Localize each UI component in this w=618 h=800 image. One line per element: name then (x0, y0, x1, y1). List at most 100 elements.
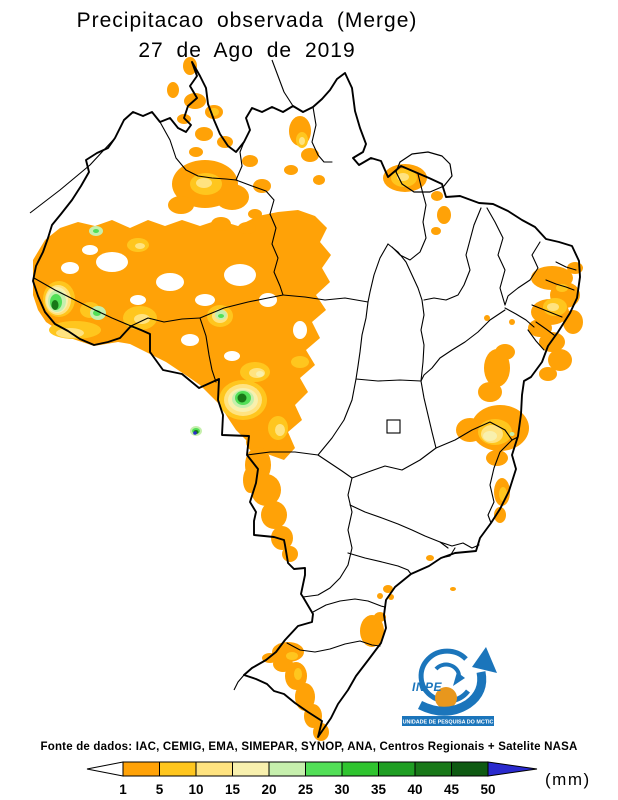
precip-region-1-5mm (313, 175, 325, 185)
legend-underflow-arrow (86, 761, 124, 777)
state-border-line (355, 243, 389, 380)
state-border-line (286, 640, 381, 653)
precip-dry-gap (61, 262, 79, 274)
state-border-line (246, 451, 319, 456)
precip-region-1-5mm (261, 501, 287, 529)
precip-region-1-5mm (484, 315, 490, 321)
precip-dry-gap (259, 293, 277, 307)
state-border-line (130, 317, 201, 327)
precip-dry-gap (181, 334, 199, 346)
state-border-line (504, 279, 531, 306)
precip-region-40-45mm (237, 393, 247, 403)
neighbor-border-line (271, 59, 294, 107)
legend-tick-label: 1 (119, 782, 127, 797)
state-border-line (33, 277, 132, 327)
precip-region-15-20mm (256, 371, 264, 377)
precip-region-1-5mm (167, 82, 179, 98)
precip-region-1-5mm (238, 222, 256, 234)
precip-region-1-5mm (383, 585, 393, 593)
precip-region-5-10mm (286, 652, 298, 660)
state-border-line (435, 421, 513, 449)
legend-color-segment (195, 761, 233, 777)
legend-tick-label: 35 (371, 782, 387, 797)
logo-swirl-arrowhead (453, 672, 465, 686)
precip-region-10-15mm (547, 303, 559, 311)
legend-color-segment (414, 761, 452, 777)
precip-region-1-5mm (211, 217, 231, 231)
precip-region-1-5mm (248, 209, 262, 219)
state-border-line (282, 294, 369, 303)
state-border-line (387, 243, 425, 382)
legend-color-segment (268, 761, 306, 777)
neighbor-border-line (233, 674, 245, 691)
logo-banner-text: UNIDADE DE PESQUISA DO MCTIC (403, 720, 494, 726)
legend-color-segment (341, 761, 379, 777)
precip-region-1-5mm (360, 615, 384, 647)
legend-tick-label: 10 (188, 782, 203, 797)
neighbor-border-line (29, 137, 116, 214)
state-border-line (391, 173, 427, 261)
brazil-precipitation-map (29, 57, 583, 741)
state-border-line (235, 179, 284, 296)
state-border-line (535, 321, 555, 336)
legend-tick-label: 40 (407, 782, 422, 797)
precipitation-shading (33, 57, 583, 741)
precip-region-10-15mm (275, 424, 285, 436)
precip-region-1-5mm (426, 555, 434, 561)
precip-region-1-5mm (195, 127, 213, 141)
brazil-outline (32, 61, 581, 738)
precip-region-1-5mm (243, 467, 257, 493)
precip-region-1-5mm (509, 319, 515, 325)
precip-region-1-5mm (431, 191, 443, 201)
inpe-logo: INPE UNIDADE DE PESQUISA DO MCTIC (396, 645, 508, 730)
precip-region-over-50mm (193, 431, 197, 435)
marajo-island-outline (395, 151, 453, 193)
legend-color-segment (159, 761, 197, 777)
precip-region-1-5mm (437, 206, 451, 224)
state-border-line (199, 317, 217, 383)
precip-region-15-20mm (483, 431, 497, 441)
title-line-2: 27 de Ago de 2019 (138, 39, 356, 62)
state-border-line (423, 207, 482, 301)
precip-region-1-5mm (539, 367, 557, 381)
legend-tick-label: 15 (225, 782, 241, 797)
legend-tick-label: 45 (444, 782, 460, 797)
precip-region-1-5mm (377, 593, 383, 599)
precip-region-5-10mm (291, 356, 309, 368)
state-border-line (487, 439, 513, 524)
legend-color-segment (232, 761, 270, 777)
precip-region-5-10mm (556, 284, 568, 292)
legend-color-segment (378, 761, 416, 777)
precip-region-1-5mm (295, 683, 315, 711)
precip-region-1-5mm (548, 349, 572, 371)
precip-region-10-15mm (134, 314, 150, 324)
precip-dry-gap (195, 294, 215, 306)
precip-region-1-5mm (563, 310, 583, 334)
legend-tick-label: 30 (334, 782, 349, 797)
precip-dry-gap (96, 252, 128, 272)
state-border-line (486, 207, 506, 306)
precip-region-1-5mm (495, 344, 515, 360)
inpe-logo-graphic: INPE UNIDADE DE PESQUISA DO MCTIC (402, 647, 497, 726)
precip-region-1-5mm (183, 57, 197, 75)
legend-color-segment (305, 761, 343, 777)
state-border-line (159, 121, 237, 181)
precip-region-10-15mm (135, 243, 145, 249)
legend-tick-label: 50 (480, 782, 495, 797)
logo-swirl-inner (434, 662, 461, 676)
state-border-line (531, 304, 563, 318)
state-border-line (311, 106, 333, 163)
precip-region-1-5mm (168, 196, 194, 214)
state-border-line (312, 598, 386, 613)
precip-dry-gap (156, 273, 184, 291)
legend-overflow-arrow (487, 761, 538, 777)
precip-region-1-5mm (374, 612, 386, 622)
legend-tick-label: 25 (298, 782, 314, 797)
map-title: Precipitacao observada (Merge) 27 de Ago… (0, 6, 494, 66)
country-border (32, 61, 581, 738)
legend-tick-label: 5 (156, 782, 164, 797)
state-border-line (504, 307, 535, 328)
distrito-federal-box (386, 419, 401, 434)
state-border-line (351, 447, 437, 479)
